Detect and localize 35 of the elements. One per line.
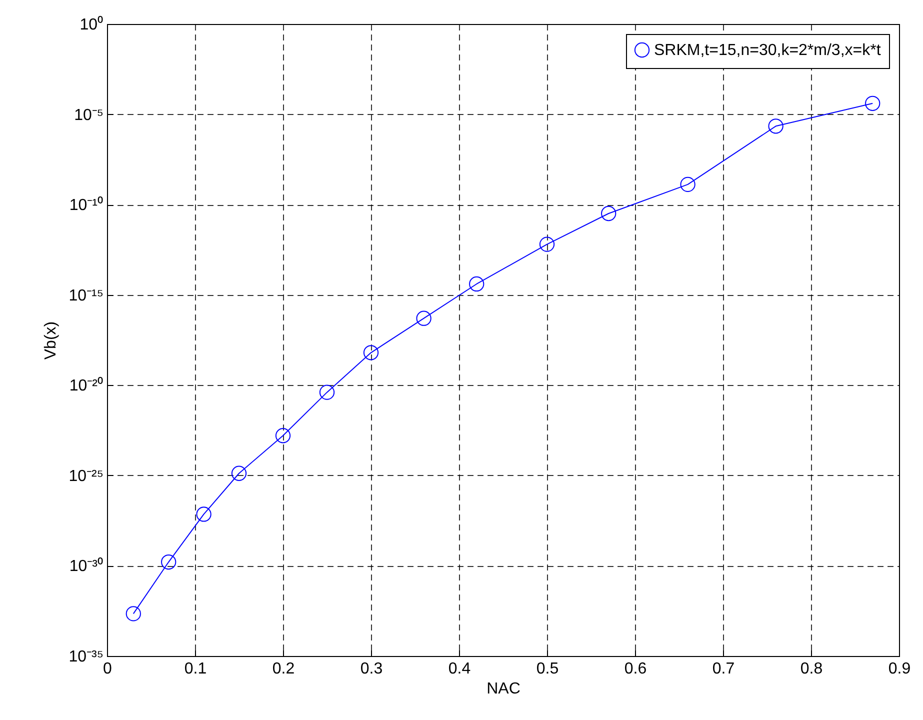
x-tick-label: 0.5 <box>536 660 559 678</box>
y-tick-label: 10⁻³⁰ <box>69 557 104 576</box>
point <box>539 236 555 252</box>
point <box>275 428 291 444</box>
legend-label: SRKM,t=15,n=30,k=2*m/3,x=k*t <box>654 42 882 59</box>
x-tick-label: 0 <box>103 660 112 678</box>
x-tick-label: 0.8 <box>800 660 823 678</box>
point <box>601 206 616 222</box>
y-tick-label: 10⁻¹⁵ <box>68 287 104 304</box>
x-tick-label: 0.2 <box>272 660 295 678</box>
x-tick-label: 0.1 <box>184 660 207 678</box>
point <box>768 118 784 134</box>
point <box>363 345 379 360</box>
x-axis-title: NAC <box>486 680 520 698</box>
y-tick-label: 10⁻⁵ <box>74 106 104 124</box>
x-tick-label: 0.9 <box>888 660 911 678</box>
x-tick-label: 0.6 <box>624 660 647 678</box>
x-tick-label: 0.3 <box>360 660 383 678</box>
point <box>416 310 432 326</box>
point <box>231 466 247 481</box>
point <box>865 96 880 111</box>
point <box>196 506 212 522</box>
point <box>680 176 696 192</box>
point <box>469 276 484 292</box>
point <box>319 384 335 400</box>
y-tick-label: 10⁻²⁵ <box>68 468 104 485</box>
x-tick-label: 0.7 <box>712 660 735 678</box>
point <box>126 606 141 622</box>
point <box>161 554 176 570</box>
x-tick-label: 0.4 <box>448 660 471 678</box>
y-tick-label: 10⁻¹⁰ <box>69 196 104 214</box>
y-tick-label: 10⁻²⁰ <box>69 376 104 395</box>
y-axis-title: Vb(x) <box>42 321 60 360</box>
y-tick-label: 10⁰ <box>80 16 104 34</box>
y-tick-label: 10⁻³⁵ <box>68 648 104 666</box>
